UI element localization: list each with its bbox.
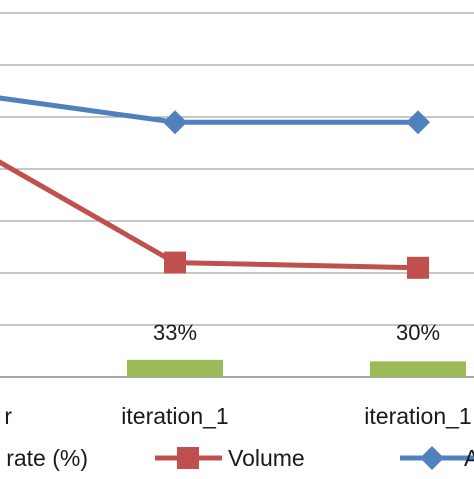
bar xyxy=(127,359,223,377)
bar-data-label: 33% xyxy=(153,320,197,345)
x-tick-label: iteration_1 xyxy=(121,403,228,429)
x-tick-label: iteration_1 xyxy=(364,403,471,429)
x-tick-label: r xyxy=(4,403,12,429)
legend-label: Volume xyxy=(228,445,305,471)
x-axis-tick-labels: r iteration_1 iteration_1 xyxy=(4,403,471,429)
legend-marker-diamond xyxy=(420,446,444,470)
line-series xyxy=(0,95,430,279)
data-point-square xyxy=(407,256,429,279)
legend: rate (%) Volume A xyxy=(6,445,474,471)
bar-data-label: 30% xyxy=(396,320,440,345)
legend-label: rate (%) xyxy=(6,445,88,471)
series-line-volume xyxy=(0,159,419,271)
bar-series xyxy=(127,359,466,377)
data-point-square xyxy=(164,251,186,274)
data-point-diamond xyxy=(163,110,187,135)
legend-label: A xyxy=(464,445,474,471)
legend-marker-square xyxy=(177,447,199,469)
bar xyxy=(370,361,466,377)
data-point-diamond xyxy=(406,110,430,135)
bar-data-labels: 33% 30% xyxy=(153,320,440,345)
